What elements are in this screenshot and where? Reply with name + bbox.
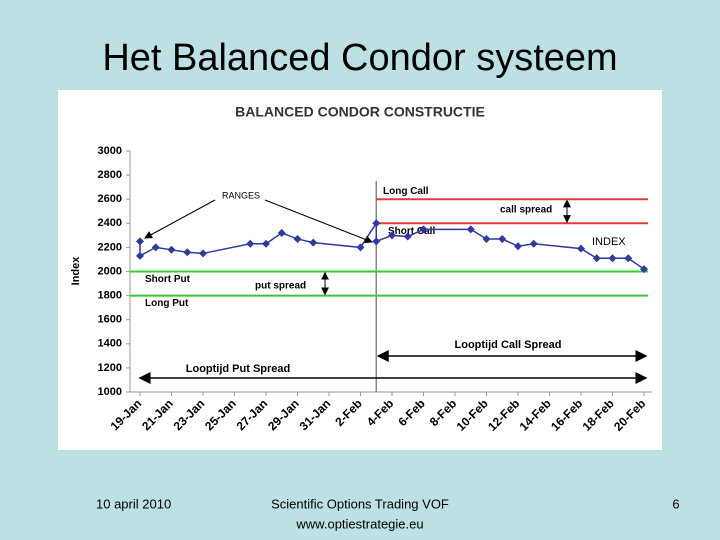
data-point [262, 239, 270, 248]
data-point [293, 234, 302, 243]
footer-company: Scientific Options Trading VOF [271, 496, 449, 511]
annotation: Looptijd Put Spread [186, 363, 291, 375]
data-point [498, 234, 507, 243]
data-point [136, 237, 144, 246]
footer-date: 10 april 2010 [96, 496, 171, 511]
annotation: call spread [500, 205, 552, 216]
level-label: Short Put [145, 274, 191, 285]
annotation: put spread [255, 281, 306, 292]
data-point [608, 254, 617, 263]
data-point [466, 225, 475, 234]
data-point [372, 237, 381, 246]
y-axis-label: Index [70, 256, 82, 286]
data-point [577, 244, 585, 253]
data-point [514, 242, 522, 251]
data-point [372, 219, 381, 228]
y-tick-label: 1800 [98, 290, 122, 302]
data-point [640, 265, 648, 274]
footer-page: 6 [672, 496, 679, 511]
annotation-arrow [264, 199, 373, 244]
data-point [151, 243, 160, 252]
y-tick-label: 2400 [98, 217, 122, 229]
data-point [277, 228, 286, 237]
slide-title: Het Balanced Condor systeem [102, 37, 617, 79]
data-point [167, 245, 176, 254]
series-label: INDEX [592, 236, 626, 248]
y-tick-label: 2800 [98, 169, 122, 181]
level-label: Long Call [383, 186, 429, 197]
footer-website: www.optiestrategie.eu [295, 516, 423, 531]
y-tick-label: 1400 [98, 338, 122, 350]
data-point [356, 243, 365, 252]
level-label: Long Put [145, 298, 189, 309]
data-point [403, 232, 412, 241]
annotation-arrow [144, 199, 216, 239]
y-tick-label: 2200 [98, 241, 122, 253]
data-point [482, 234, 491, 243]
annotation: Looptijd Call Spread [455, 339, 562, 351]
annotation: RANGES [222, 190, 260, 200]
data-point [199, 249, 207, 258]
data-point [136, 251, 144, 260]
chart-area [58, 90, 662, 450]
y-tick-label: 1600 [98, 314, 122, 326]
y-tick-label: 2600 [98, 193, 122, 205]
y-tick-label: 1200 [98, 362, 122, 374]
y-tick-label: 2000 [98, 265, 122, 277]
level-label: Short Call [388, 226, 435, 237]
data-point [592, 254, 601, 263]
data-point [309, 238, 318, 247]
data-point [388, 231, 396, 240]
data-point [419, 225, 428, 234]
data-point [246, 239, 255, 248]
data-point [183, 248, 192, 257]
y-tick-label: 1000 [98, 386, 122, 398]
data-point [624, 254, 633, 263]
y-tick-label: 3000 [98, 145, 122, 157]
chart-title: BALANCED CONDOR CONSTRUCTIE [235, 104, 485, 120]
data-point [529, 239, 538, 248]
